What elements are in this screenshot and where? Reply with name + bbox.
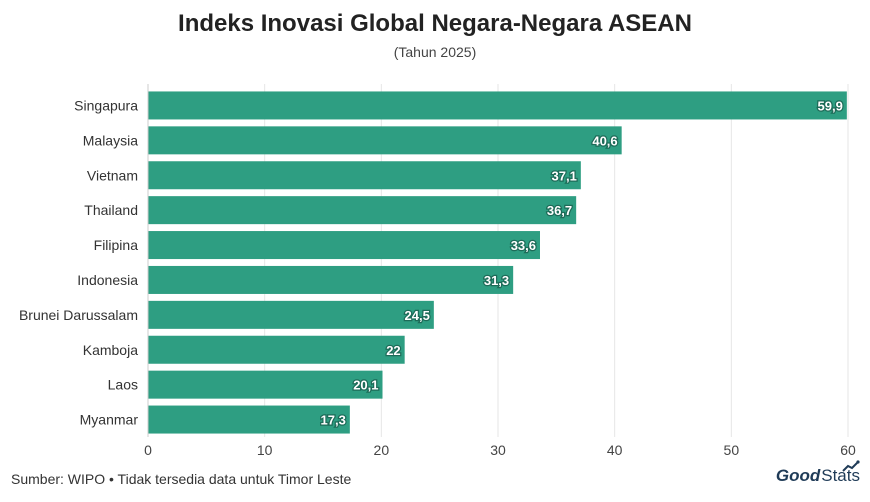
x-tick-label: 30 <box>490 442 506 458</box>
x-tick-label: 60 <box>840 442 856 458</box>
data-label: 40,6 <box>592 133 617 148</box>
category-label: Malaysia <box>83 132 138 148</box>
logo-stats-text: Stats <box>821 466 860 485</box>
category-label: Kamboja <box>83 342 138 358</box>
category-label: Vietnam <box>87 167 138 183</box>
data-label: 22 <box>386 343 400 358</box>
data-label: 59,9 <box>818 98 843 113</box>
data-label: 24,5 <box>405 308 430 323</box>
category-label: Thailand <box>84 202 138 218</box>
category-label: Singapura <box>74 97 138 113</box>
chart-trend-icon <box>842 460 860 472</box>
data-label: 31,3 <box>484 273 509 288</box>
bar <box>148 196 577 225</box>
x-tick-label: 10 <box>257 442 273 458</box>
x-tick-label: 20 <box>374 442 390 458</box>
logo-good-text: Good <box>775 466 821 485</box>
bar <box>148 370 383 399</box>
data-label: 20,1 <box>353 378 378 393</box>
bar <box>148 300 434 329</box>
category-label: Brunei Darussalam <box>19 307 138 323</box>
bar <box>148 265 514 294</box>
data-label: 36,7 <box>547 203 572 218</box>
data-label: 33,6 <box>511 238 536 253</box>
chart-title: Indeks Inovasi Global Negara-Negara ASEA… <box>178 10 692 37</box>
category-label: Filipina <box>94 237 139 253</box>
x-tick-label: 40 <box>607 442 623 458</box>
bar <box>148 231 540 260</box>
bar <box>148 126 622 155</box>
data-label: 37,1 <box>552 168 577 183</box>
goodstats-logo: Good Stats <box>775 460 860 486</box>
x-tick-label: 50 <box>724 442 740 458</box>
bar <box>148 161 581 190</box>
category-label: Indonesia <box>77 272 138 288</box>
source-note: Sumber: WIPO • Tidak tersedia data untuk… <box>11 471 352 487</box>
category-label: Myanmar <box>80 412 139 428</box>
category-label: Laos <box>108 377 138 393</box>
bar <box>148 405 350 434</box>
chart-subtitle: (Tahun 2025) <box>393 44 477 60</box>
x-tick-label: 0 <box>144 442 152 458</box>
bar <box>148 91 847 120</box>
data-label: 17,3 <box>321 413 346 428</box>
bar <box>148 335 405 364</box>
